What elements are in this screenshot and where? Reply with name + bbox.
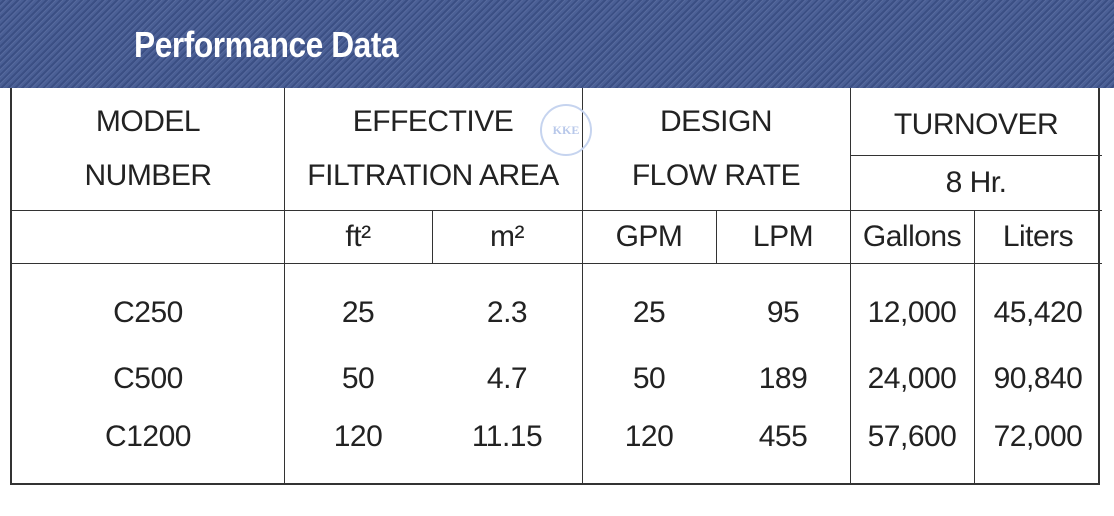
cell-text: MODEL [95,105,201,138]
data-cell: 45,420 [974,286,1102,340]
rule [432,210,433,263]
cell-text: C250 [113,296,183,329]
unit-header: ft² [284,210,432,263]
cell-text: 4.7 [486,362,528,395]
cell-text: 25 [632,296,666,329]
data-cell: C1200 [12,410,284,464]
group-header: EFFECTIVE FILTRATION AREA [284,88,582,210]
rule [850,210,851,263]
rule [850,155,1102,156]
cell-text: GPM [615,219,683,253]
rule [284,210,285,263]
cell-text: 455 [758,420,808,453]
group-subheader: 8 Hr. [850,155,1102,210]
data-cell: 2.3 [432,286,582,340]
unit-header: LPM [716,210,850,263]
cell-text: 189 [758,362,808,395]
rule [12,210,1102,211]
data-cell: 95 [716,286,850,340]
data-cell: C500 [12,352,284,406]
rule [850,88,851,210]
rule [12,263,1102,264]
banner: Performance Data [0,0,1114,88]
rule [974,210,975,263]
cell-text: m² [490,219,524,253]
cell-text: 25 [341,296,375,329]
data-cell: 189 [716,352,850,406]
cell-text: 45,420 [993,296,1083,329]
data-cell: 4.7 [432,352,582,406]
data-cell: 120 [284,410,432,464]
group-header: DESIGN FLOW RATE [582,88,850,210]
cell-text: FLOW RATE [631,159,801,192]
unit-header: GPM [582,210,716,263]
data-cell: 50 [582,352,716,406]
unit-header: Liters [974,210,1102,263]
data-cell: 455 [716,410,850,464]
cell-text: 11.15 [471,420,543,453]
title: Performance Data [134,24,399,65]
cell-text: NUMBER [84,159,212,192]
group-header: MODEL NUMBER [12,88,284,210]
cell-text: Gallons [862,219,962,253]
data-cell: 12,000 [850,286,974,340]
data-cell: 50 [284,352,432,406]
cell-text: 120 [624,420,674,453]
rule [974,263,975,485]
data-cell: 25 [582,286,716,340]
cell-text: 95 [766,296,800,329]
cell-text: ft² [345,219,371,253]
cell-text: 50 [341,362,375,395]
cell-text: DESIGN [659,105,773,138]
cell-text: 57,600 [867,420,957,453]
data-cell: 90,840 [974,352,1102,406]
data-cell: 24,000 [850,352,974,406]
cell-text: 72,000 [993,420,1083,453]
cell-text: C500 [113,362,183,395]
cell-text: FILTRATION AREA [307,159,559,192]
cell-text: Liters [1002,219,1074,253]
table: MODEL NUMBER EFFECTIVE FILTRATION AREA DESIG… [10,88,1102,485]
group-header: TURNOVER [850,94,1102,155]
data-cell: 72,000 [974,410,1102,464]
data-cell: 57,600 [850,410,974,464]
rule [284,88,285,210]
data-cell: C250 [12,286,284,340]
rule [850,263,851,485]
cell-text: C1200 [105,420,191,453]
cell-text: EFFECTIVE [352,105,514,138]
data-cell: 25 [284,286,432,340]
cell-text: TURNOVER [893,107,1059,141]
rule [582,263,583,485]
cell-text: 24,000 [867,362,957,395]
rule [582,210,583,263]
cell-text: 90,840 [993,362,1083,395]
unit-header: Gallons [850,210,974,263]
rule [284,263,285,485]
watermark: KKE [540,104,592,156]
unit-header: m² [432,210,582,263]
cell-text: 2.3 [486,296,528,329]
cell-text: 12,000 [867,296,957,329]
cell-text: 8 Hr. [945,165,1007,199]
cell-text: LPM [752,219,814,253]
data-cell: 120 [582,410,716,464]
rule [716,210,717,263]
cell-text: 50 [632,362,666,395]
cell-text: 120 [333,420,383,453]
data-cell: 11.15 [432,410,582,464]
